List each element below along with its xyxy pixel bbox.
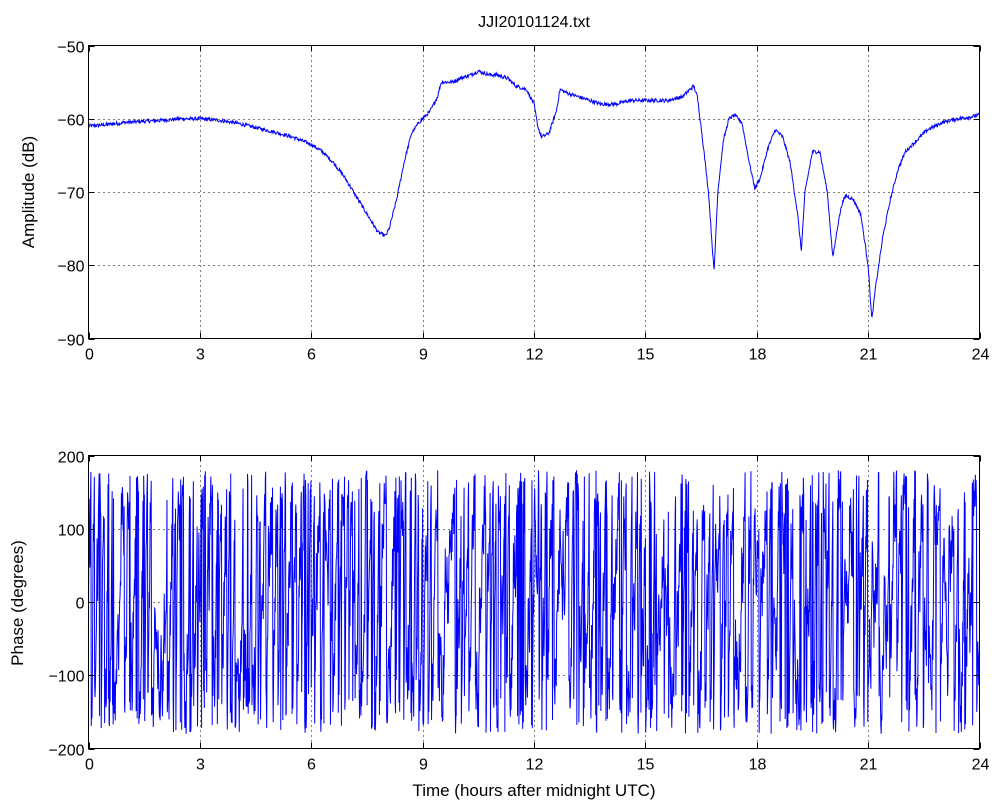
- phase-axes: 0 3 6 9 12 15 18 21 24 200 100 0 −100 −200 Phase (deg…: [8, 450, 990, 801]
- amplitude-y-tick-label: −80: [57, 259, 84, 276]
- amplitude-x-tick-label: 18: [749, 347, 767, 364]
- phase-y-tick-label: 0: [76, 596, 85, 613]
- phase-x-tick-label: 21: [860, 757, 878, 774]
- phase-x-tick-label: 0: [85, 757, 94, 774]
- phase-x-tick-label: 18: [749, 757, 767, 774]
- x-axis-label: Time (hours after midnight UTC): [412, 781, 655, 800]
- phase-x-tick-label: 24: [972, 757, 990, 774]
- amplitude-x-tick-label: 12: [526, 347, 544, 364]
- phase-ticks: 0 3 6 9 12 15 18 21 24 200 100 0 −100 −200: [48, 450, 989, 774]
- amplitude-x-tick-label: 9: [419, 347, 428, 364]
- chart-title: JJI20101124.txt: [478, 14, 590, 31]
- phase-y-tick-label: 200: [58, 450, 85, 467]
- amplitude-x-tick-label: 0: [85, 347, 94, 364]
- amplitude-series-line: [88, 69, 980, 318]
- phase-x-tick-label: 15: [637, 757, 655, 774]
- phase-y-tick-label: −200: [48, 743, 84, 760]
- amplitude-x-tick-label: 21: [860, 347, 878, 364]
- phase-x-tick-label: 3: [196, 757, 205, 774]
- amplitude-y-tick-label: −90: [57, 333, 84, 350]
- phase-y-tick-label: −100: [48, 669, 84, 686]
- amplitude-x-tick-label: 15: [637, 347, 655, 364]
- phase-y-tick-label: 100: [58, 523, 85, 540]
- phase-x-tick-label: 9: [419, 757, 428, 774]
- amplitude-y-axis-label: Amplitude (dB): [19, 136, 38, 248]
- amplitude-gridlines: [88, 45, 980, 339]
- phase-x-tick-label: 12: [526, 757, 544, 774]
- amplitude-x-tick-label: 24: [972, 347, 990, 364]
- amplitude-x-tick-label: 6: [307, 347, 316, 364]
- amplitude-x-tick-label: 3: [196, 347, 205, 364]
- amplitude-ticks: 0 3 6 9 12 15 18 21 24 −50 −60 −70 −80 −90: [57, 40, 989, 364]
- amplitude-y-tick-label: −50: [57, 40, 84, 57]
- phase-x-tick-label: 6: [307, 757, 316, 774]
- amplitude-y-tick-label: −60: [57, 113, 84, 130]
- phase-y-axis-label: Phase (degrees): [8, 540, 27, 666]
- amplitude-axes: JJI20101124.txt 0 3 6 9 12 15 18 21 24 −50 −60 −70 −…: [19, 14, 990, 364]
- amplitude-y-tick-label: −70: [57, 186, 84, 203]
- phase-series-line: [88, 470, 980, 734]
